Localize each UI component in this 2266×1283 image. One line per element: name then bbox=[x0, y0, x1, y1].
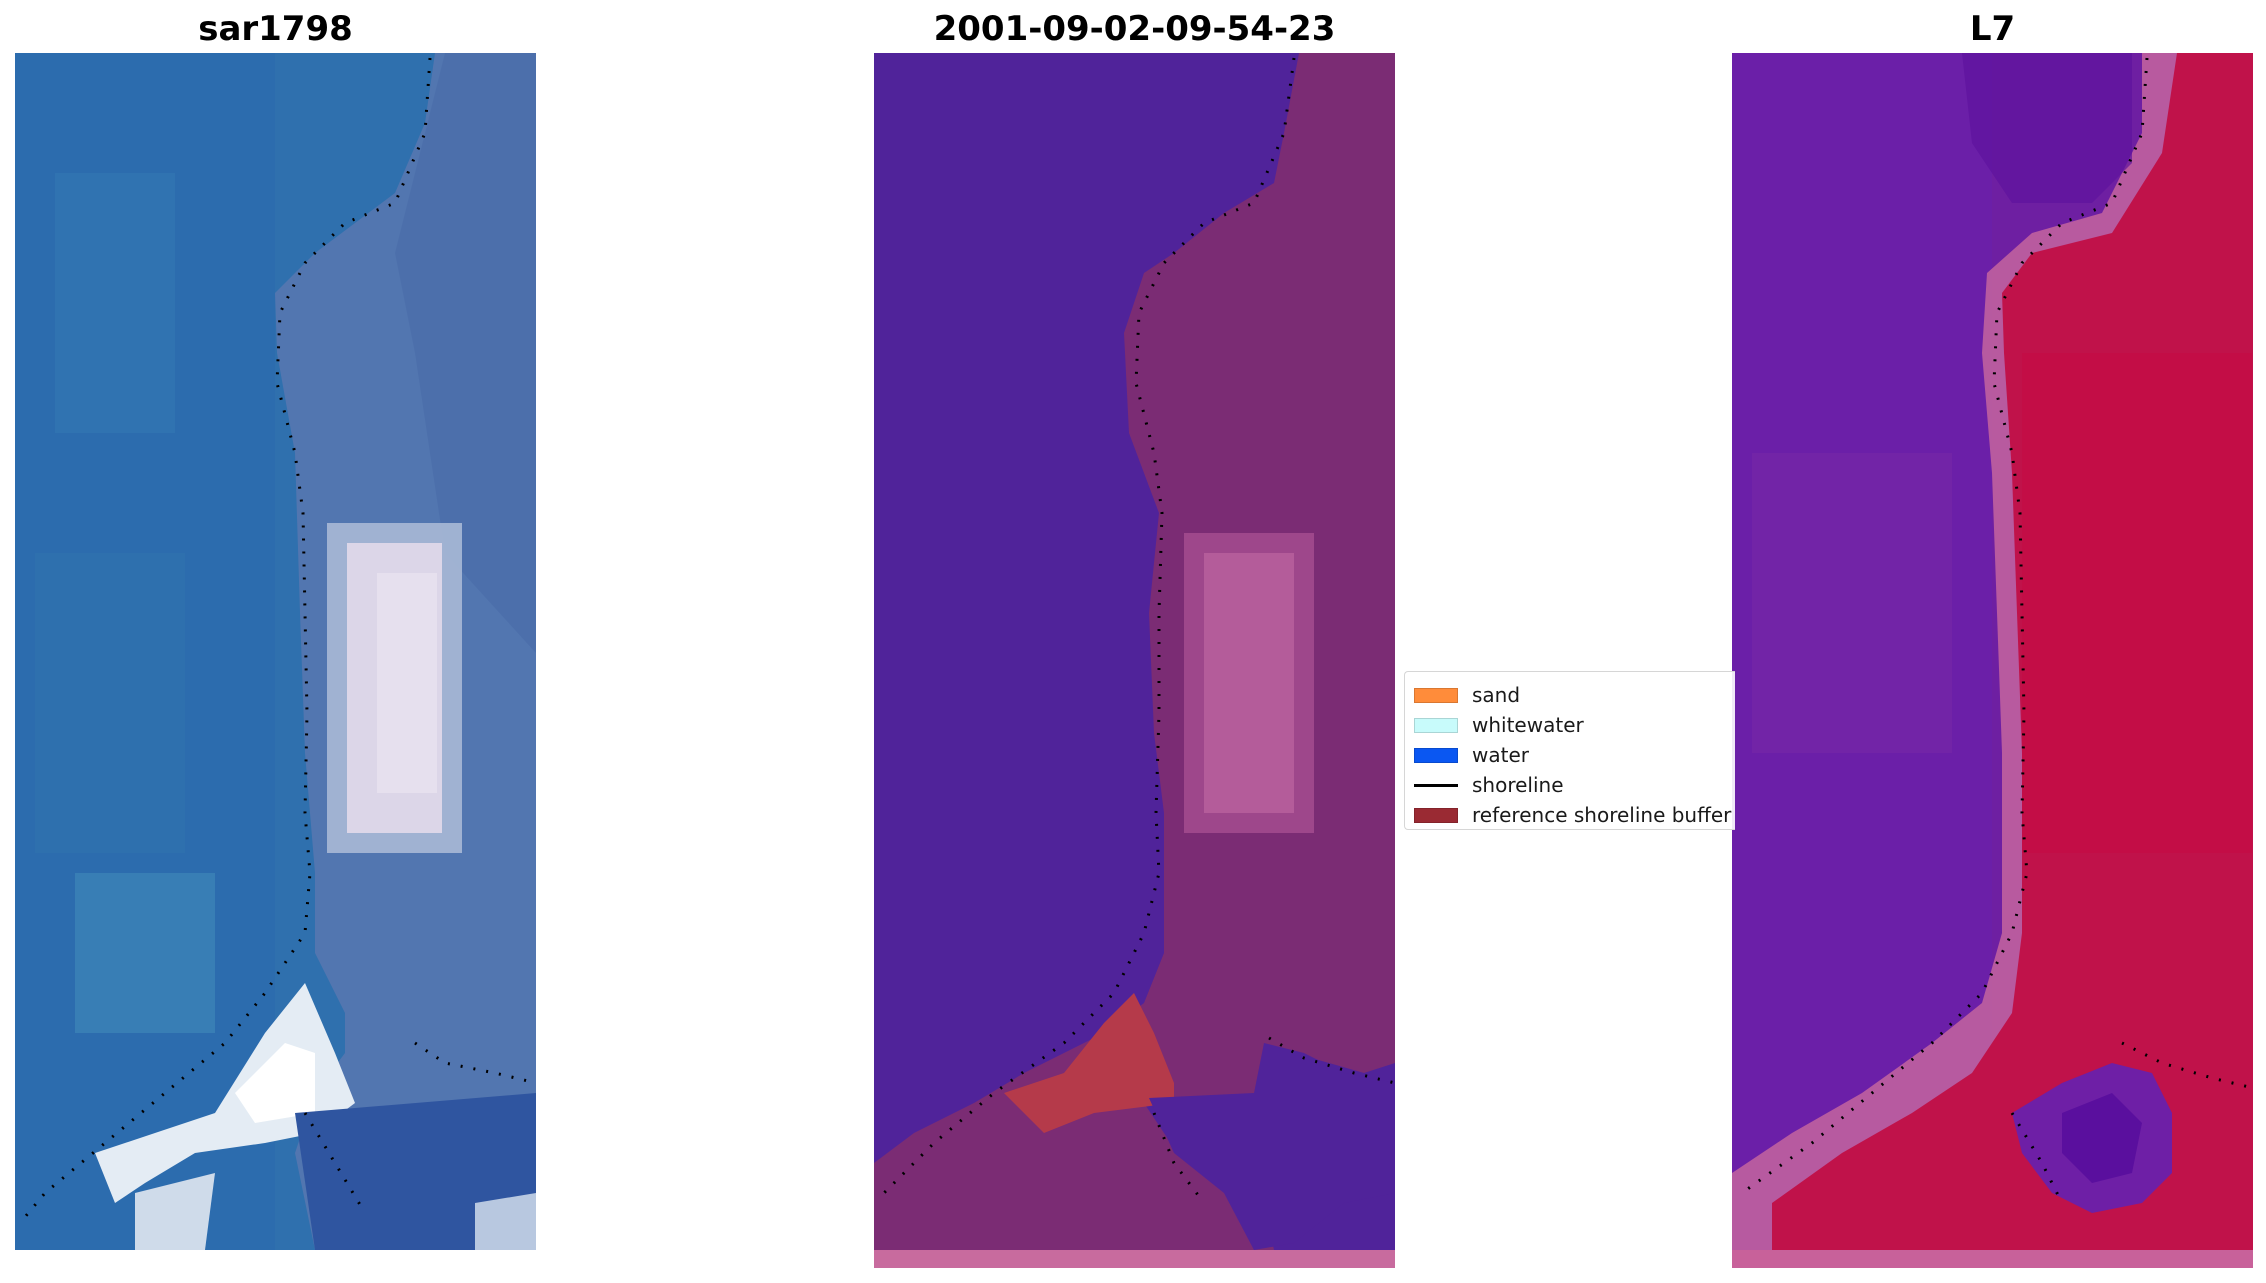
shoreline-index bbox=[1741, 57, 2149, 1195]
legend-label-reference-buffer: reference shoreline buffer bbox=[1472, 803, 1732, 827]
legend-item-whitewater: whitewater bbox=[1405, 710, 1735, 740]
index-image bbox=[1732, 53, 2253, 1268]
legend-item-reference-buffer: reference shoreline buffer bbox=[1405, 800, 1735, 829]
classified-image-panel bbox=[874, 53, 1395, 1268]
index-image-panel bbox=[1732, 53, 2253, 1268]
legend-label-water: water bbox=[1472, 743, 1529, 767]
legend-label-whitewater: whitewater bbox=[1472, 713, 1584, 737]
panel-title-index: L7 bbox=[1969, 9, 2016, 49]
whitewater-swatch bbox=[1414, 718, 1458, 733]
panel-title-classified: 2001-09-02-09-54-23 bbox=[933, 9, 1336, 49]
sand-region bbox=[1004, 993, 1174, 1133]
legend-item-shoreline: shoreline bbox=[1405, 770, 1735, 800]
rgb-image bbox=[15, 53, 536, 1250]
reference-buffer-swatch bbox=[1414, 808, 1458, 823]
water-swatch bbox=[1414, 748, 1458, 763]
classified-image bbox=[874, 53, 1395, 1268]
legend-label-sand: sand bbox=[1472, 683, 1521, 707]
legend: sand whitewater water shoreline referenc… bbox=[1404, 671, 1735, 830]
rgb-image-panel bbox=[15, 53, 536, 1250]
legend-item-sand: sand bbox=[1405, 680, 1735, 710]
shoreline-line-swatch bbox=[1414, 784, 1458, 787]
legend-item-water: water bbox=[1405, 740, 1735, 770]
legend-label-shoreline: shoreline bbox=[1472, 773, 1564, 797]
sand-swatch bbox=[1414, 688, 1458, 703]
shoreline-classified bbox=[882, 57, 1296, 1195]
panel-title-rgb: sar1798 bbox=[198, 9, 353, 49]
